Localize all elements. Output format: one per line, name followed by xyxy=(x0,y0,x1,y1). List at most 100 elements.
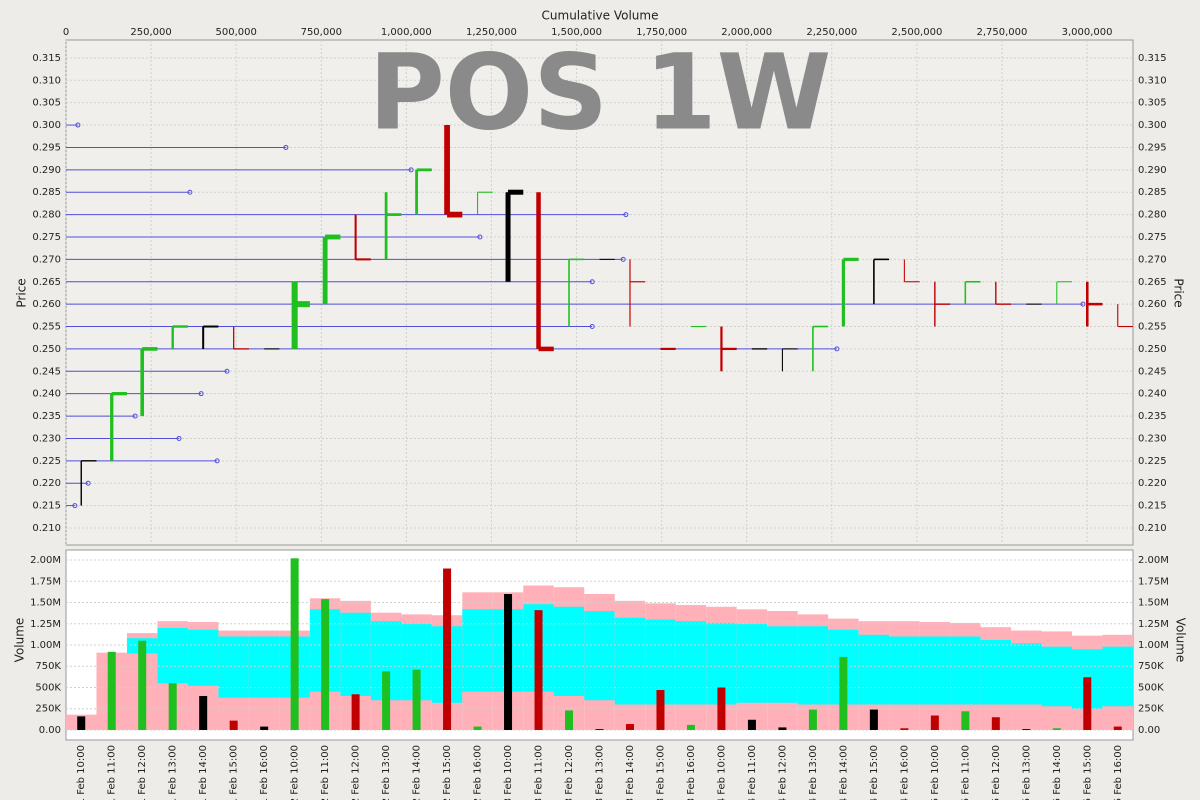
band-inner xyxy=(736,623,768,703)
band-inner xyxy=(1011,643,1042,705)
y-tick-label-right: 500K xyxy=(1138,682,1164,693)
x-tick-label: 13 Feb 12:00 xyxy=(564,745,575,800)
y-axis-title-right: Price xyxy=(1172,278,1186,307)
y-tick-label-right: 0.275 xyxy=(1138,232,1167,243)
volume-profile-end xyxy=(214,458,220,464)
x-tick-label: 15 Feb 15:00 xyxy=(1082,745,1093,800)
x-tick-label: 13 Feb 13:00 xyxy=(595,745,606,800)
volume-bar xyxy=(168,683,177,730)
x-tick-label: 2,000,000 xyxy=(721,27,772,38)
volume-bar xyxy=(869,709,878,730)
x-tick-label: 15 Feb 10:00 xyxy=(930,745,941,800)
volume-axis-title-right: Volume xyxy=(1174,618,1188,663)
y-tick-label: 0.250 xyxy=(32,344,61,355)
y-tick-label: 0.255 xyxy=(32,322,61,333)
volume-bar xyxy=(473,726,482,730)
x-tick-label: 15 Feb 11:00 xyxy=(960,745,971,800)
x-tick-label: 12 Feb 13:00 xyxy=(381,745,392,800)
x-axis-title: Cumulative Volume xyxy=(542,9,659,23)
band-inner xyxy=(767,626,798,703)
x-tick-label: 12 Feb 11:00 xyxy=(320,745,331,800)
volume-bar xyxy=(839,656,848,730)
band-inner xyxy=(1041,646,1073,707)
band-inner xyxy=(584,611,615,701)
y-tick-label: 0.260 xyxy=(32,299,61,310)
volume-bar xyxy=(1022,729,1031,730)
x-tick-label: 1,000,000 xyxy=(381,27,432,38)
x-tick-label: 13 Feb 15:00 xyxy=(655,745,666,800)
y-tick-label-right: 0.290 xyxy=(1138,165,1167,176)
volume-bar xyxy=(229,720,238,730)
y-tick-label: 250K xyxy=(35,704,61,715)
y-tick-label-right: 0.225 xyxy=(1138,456,1167,467)
volume-profile-end xyxy=(623,212,629,218)
x-tick-label: 15 Feb 13:00 xyxy=(1021,745,1032,800)
y-tick-label: 500K xyxy=(35,682,61,693)
y-tick-label: 2.00M xyxy=(30,555,61,566)
volume-profile-end xyxy=(1080,301,1086,307)
band-inner xyxy=(462,609,493,692)
x-tick-label: 14 Feb 10:00 xyxy=(716,745,727,800)
y-tick-label-right: 0.265 xyxy=(1138,277,1167,288)
volume-bar xyxy=(565,710,574,730)
y-tick-label-right: 0.315 xyxy=(1138,53,1167,64)
x-tick-label: 14 Feb 16:00 xyxy=(899,745,910,800)
y-tick-label-right: 0.300 xyxy=(1138,120,1167,131)
x-tick-label: 1,750,000 xyxy=(636,27,687,38)
volume-profile-end xyxy=(589,279,595,285)
x-tick-label: 11 Feb 12:00 xyxy=(137,745,148,800)
y-tick-label-right: 0.260 xyxy=(1138,299,1167,310)
volume-bar xyxy=(321,599,330,730)
band-inner xyxy=(553,606,585,696)
volume-profile-end xyxy=(834,346,840,352)
y-tick-label: 0.315 xyxy=(32,53,61,64)
volume-bar xyxy=(382,671,391,730)
volume-bar xyxy=(1052,728,1061,730)
y-tick-label: 0.235 xyxy=(32,411,61,422)
volume-bar xyxy=(991,717,1000,730)
x-tick-label: 11 Feb 11:00 xyxy=(107,745,118,800)
y-tick-label: 0.00 xyxy=(39,725,61,736)
volume-profile-end xyxy=(85,480,91,486)
y-tick-label: 0.265 xyxy=(32,277,61,288)
y-tick-label-right: 0.245 xyxy=(1138,366,1167,377)
x-tick-label: 14 Feb 14:00 xyxy=(838,745,849,800)
volume-profile-end xyxy=(408,167,414,173)
y-tick-label: 0.285 xyxy=(32,187,61,198)
volume-bar xyxy=(412,669,421,730)
y-tick-label: 0.240 xyxy=(32,389,61,400)
volume-profile-end xyxy=(198,391,204,397)
y-tick-label-right: 1.75M xyxy=(1138,576,1169,587)
volume-bar xyxy=(686,724,695,730)
volume-profile-end xyxy=(176,435,182,441)
y-tick-label-right: 0.240 xyxy=(1138,389,1167,400)
y-tick-label: 0.225 xyxy=(32,456,61,467)
x-tick-label: 13 Feb 10:00 xyxy=(503,745,514,800)
y-tick-label-right: 0.310 xyxy=(1138,75,1167,86)
x-tick-label: 13 Feb 16:00 xyxy=(686,745,697,800)
band-inner xyxy=(187,629,219,686)
y-tick-label-right: 0.235 xyxy=(1138,411,1167,422)
volume-profile-end xyxy=(477,234,483,240)
band-inner xyxy=(248,636,280,698)
y-tick-label: 0.210 xyxy=(32,523,61,534)
x-tick-label: 14 Feb 15:00 xyxy=(869,745,880,800)
x-tick-label: 11 Feb 16:00 xyxy=(259,745,270,800)
volume-profile-end xyxy=(620,256,626,262)
x-tick-label: 3,000,000 xyxy=(1062,27,1113,38)
x-tick-label: 2,500,000 xyxy=(891,27,942,38)
y-tick-label-right: 0.280 xyxy=(1138,210,1167,221)
x-tick-label: 12 Feb 10:00 xyxy=(290,745,301,800)
volume-bar xyxy=(1083,677,1092,730)
y-tick-label: 0.230 xyxy=(32,433,61,444)
y-tick-label: 0.245 xyxy=(32,366,61,377)
x-tick-label: 15 Feb 16:00 xyxy=(1113,745,1124,800)
x-tick-label: 14 Feb 12:00 xyxy=(777,745,788,800)
y-tick-label-right: 1.50M xyxy=(1138,598,1169,609)
volume-bar xyxy=(77,716,86,730)
y-tick-label-right: 0.250 xyxy=(1138,344,1167,355)
y-tick-label: 1.25M xyxy=(30,619,61,630)
volume-bar xyxy=(504,594,513,730)
